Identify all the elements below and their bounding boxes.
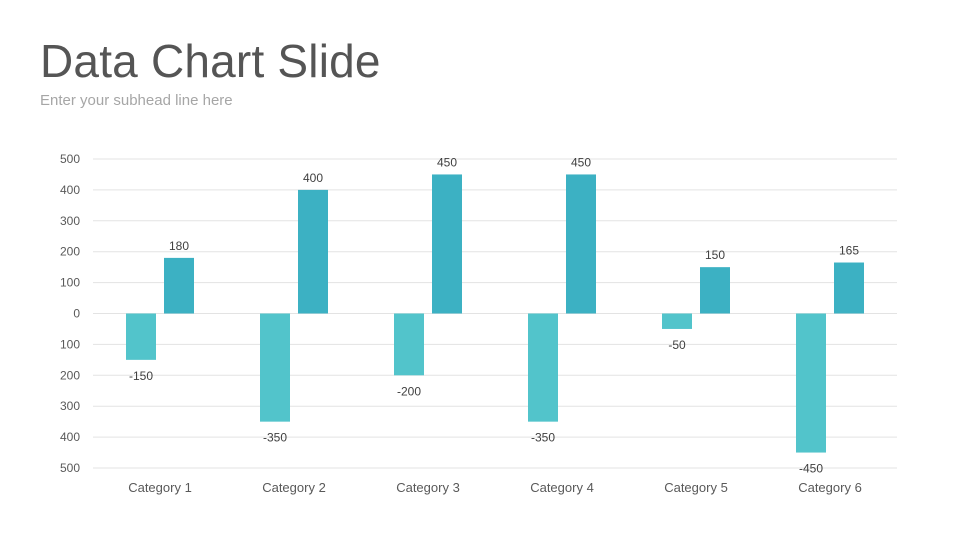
data-label: 150 <box>705 248 725 262</box>
bar-series-2 <box>164 257 194 314</box>
gridlines <box>93 158 897 469</box>
bar-series-1 <box>528 313 558 422</box>
y-tick-label: 200 <box>60 368 80 382</box>
y-tick-label: 400 <box>60 183 80 197</box>
bar-series-1 <box>662 313 692 329</box>
data-label: -200 <box>397 384 421 398</box>
bar-series-1 <box>126 313 156 360</box>
slide-subtitle: Enter your subhead line here <box>40 92 233 109</box>
bar-series-2 <box>298 189 328 314</box>
y-tick-label: 100 <box>60 337 80 351</box>
data-label: 165 <box>839 244 859 258</box>
bar-series-2 <box>700 267 730 314</box>
category-label: Category 2 <box>262 480 326 495</box>
data-label: 450 <box>437 155 457 169</box>
slide-title: Data Chart Slide <box>40 35 381 87</box>
data-label: -150 <box>129 369 153 383</box>
bar-series-1 <box>796 313 826 453</box>
data-label: 450 <box>571 155 591 169</box>
category-label: Category 6 <box>798 480 862 495</box>
bar-series-1 <box>260 313 290 422</box>
y-tick-label: 400 <box>60 430 80 444</box>
data-label: -350 <box>263 431 287 445</box>
y-tick-label: 300 <box>60 399 80 413</box>
data-labels: -150 180 -350 400 -200 450 -350 450 -50 150 -450 16… <box>129 155 859 475</box>
category-label: Category 5 <box>664 480 728 495</box>
y-tick-label: 300 <box>60 214 80 228</box>
data-label: -50 <box>668 338 686 352</box>
category-label: Category 3 <box>396 480 460 495</box>
bars <box>126 174 864 453</box>
category-label: Category 4 <box>530 480 594 495</box>
category-labels: Category 1 Category 2 Category 3 Category 4… <box>128 480 862 495</box>
y-tick-label: 0 <box>73 307 80 321</box>
bar-series-2 <box>834 262 864 314</box>
y-tick-label: 500 <box>60 152 80 166</box>
data-label: -450 <box>799 462 823 476</box>
bar-series-1 <box>394 313 424 376</box>
category-label: Category 1 <box>128 480 192 495</box>
data-label: -350 <box>531 431 555 445</box>
y-tick-label: 200 <box>60 245 80 259</box>
bar-series-2 <box>432 174 462 314</box>
data-label: 180 <box>169 239 189 253</box>
bar-series-2 <box>566 174 596 314</box>
y-axis-tick-labels: 500 400 300 200 100 0 100 200 300 400 500 <box>60 152 80 475</box>
y-tick-label: 500 <box>60 461 80 475</box>
y-tick-label: 100 <box>60 276 80 290</box>
data-label: 400 <box>303 171 323 185</box>
